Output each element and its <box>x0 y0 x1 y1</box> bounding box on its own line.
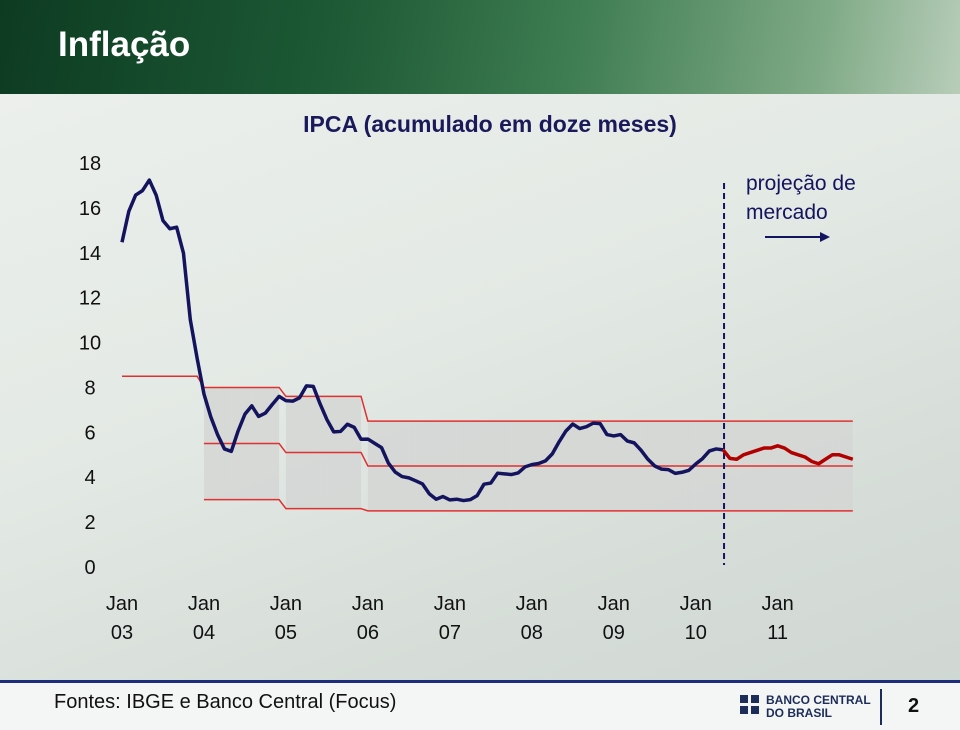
footer: Fontes: IBGE e Banco Central (Focus) BAN… <box>0 680 960 730</box>
y-tick-label: 16 <box>79 198 101 220</box>
logo-line: DO BRASIL <box>766 706 832 720</box>
y-tick-label: 10 <box>79 333 101 355</box>
y-tick-label: 2 <box>84 512 95 534</box>
logo-icon <box>740 695 759 714</box>
y-tick-label: 4 <box>84 467 95 489</box>
band-line <box>203 498 853 512</box>
series-line <box>120 178 724 503</box>
x-tick-label: Jan 03 <box>105 593 139 644</box>
logo-line: BANCO CENTRAL <box>766 693 871 707</box>
x-tick-label: Jan 06 <box>351 593 384 644</box>
arrow-head <box>820 232 830 242</box>
y-tick-label: 6 <box>84 422 95 444</box>
logo-text: BANCO CENTRAL DO BRASIL <box>766 694 871 720</box>
x-tick-label: Jan 07 <box>433 593 466 644</box>
annotation: projeção de mercado <box>746 172 856 224</box>
band-line <box>122 375 853 422</box>
header-band <box>0 0 960 94</box>
series-line <box>721 444 854 466</box>
page-number: 2 <box>908 695 920 717</box>
source-note: Fontes: IBGE e Banco Central (Focus) <box>54 691 397 713</box>
chart-title: IPCA (acumulado em doze meses) <box>303 111 677 137</box>
x-tick-label: Jan 08 <box>515 593 548 644</box>
x-tick-label: Jan 05 <box>269 593 303 644</box>
x-tick-label: Jan 04 <box>187 593 221 644</box>
x-tick-label: Jan 11 <box>761 593 794 644</box>
y-tick-label: 8 <box>84 377 95 399</box>
chart: IPCA (acumulado em doze meses) 0 2 4 6 8 10 12… <box>79 111 854 579</box>
y-tick-label: 12 <box>79 288 101 310</box>
x-tick-label: Jan 10 <box>679 593 712 644</box>
y-tick-label: 14 <box>79 243 101 265</box>
slide-title: Inflação <box>58 25 191 64</box>
y-tick-label: 0 <box>84 557 95 579</box>
x-tick-label: Jan 09 <box>597 593 630 644</box>
y-tick-label: 18 <box>79 153 101 175</box>
divider <box>880 689 882 725</box>
